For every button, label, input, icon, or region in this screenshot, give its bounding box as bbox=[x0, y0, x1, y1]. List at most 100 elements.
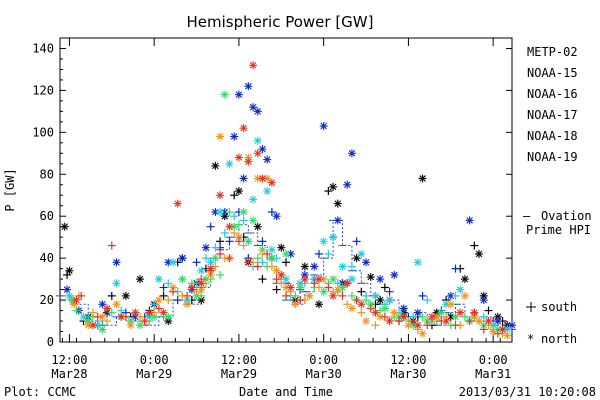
north-point bbox=[493, 317, 502, 326]
north-point bbox=[159, 308, 168, 317]
legend-item: NOAA-16 bbox=[527, 87, 578, 101]
south-point bbox=[380, 312, 389, 321]
x-tick-label-date: Mar29 bbox=[221, 367, 257, 381]
north-point bbox=[329, 182, 338, 191]
south-point bbox=[347, 262, 356, 271]
north-point bbox=[333, 285, 342, 294]
north-point bbox=[169, 258, 177, 267]
north-point bbox=[475, 249, 484, 258]
south-point bbox=[230, 191, 239, 200]
north-point bbox=[418, 174, 427, 183]
plot-frame bbox=[59, 37, 513, 343]
north-point bbox=[197, 279, 206, 288]
south-point bbox=[423, 321, 432, 330]
north-point bbox=[329, 275, 338, 284]
south-point bbox=[216, 249, 225, 258]
x-tick-label-time: 12:00 bbox=[221, 353, 257, 367]
north-point bbox=[357, 300, 366, 309]
south-point bbox=[371, 321, 380, 330]
north-point bbox=[267, 178, 276, 187]
south-point bbox=[192, 258, 201, 267]
south-point bbox=[230, 212, 239, 221]
south-point bbox=[258, 258, 267, 267]
north-point bbox=[154, 275, 163, 284]
north-point bbox=[333, 199, 342, 208]
north-point bbox=[319, 287, 328, 296]
north-point bbox=[286, 283, 295, 292]
south-point bbox=[366, 304, 375, 313]
legend-item: NOAA-18 bbox=[527, 129, 578, 143]
south-point bbox=[88, 308, 97, 317]
south-point bbox=[282, 291, 290, 300]
north-point bbox=[343, 279, 352, 288]
north-point bbox=[427, 312, 436, 321]
south-point bbox=[154, 304, 163, 313]
south-point bbox=[409, 317, 418, 326]
north-point bbox=[456, 308, 465, 317]
south-point bbox=[225, 254, 234, 263]
marker-legend-north-label: north bbox=[541, 332, 577, 346]
north-point bbox=[267, 254, 276, 263]
x-tick-label-date: Mar29 bbox=[136, 367, 172, 381]
south-point bbox=[63, 270, 72, 279]
y-axis-label: P [GW] bbox=[3, 168, 17, 211]
north-point bbox=[178, 275, 187, 284]
north-point bbox=[253, 222, 262, 231]
south-point bbox=[395, 317, 403, 326]
south-point bbox=[107, 241, 116, 250]
north-point bbox=[465, 216, 474, 225]
north-point bbox=[314, 300, 323, 309]
y-axis-ticks: 0 20 40 60 80 100 120 140 bbox=[32, 41, 512, 349]
north-point bbox=[343, 180, 352, 189]
south-point bbox=[140, 317, 149, 326]
north-point bbox=[65, 266, 74, 275]
north-point bbox=[258, 174, 267, 183]
south-point bbox=[451, 321, 460, 330]
north-point bbox=[366, 273, 375, 282]
north-point bbox=[277, 243, 286, 252]
south-point bbox=[267, 262, 276, 271]
chart-title: Hemispheric Power [GW] bbox=[187, 13, 374, 31]
south-point bbox=[263, 249, 272, 258]
x-tick-label-date: Mar31 bbox=[475, 367, 511, 381]
south-point bbox=[211, 243, 220, 252]
south-point bbox=[451, 264, 460, 273]
north-point bbox=[216, 132, 225, 141]
south-point bbox=[93, 312, 102, 321]
north-point bbox=[234, 187, 243, 196]
north-point bbox=[385, 296, 394, 305]
north-point bbox=[442, 317, 451, 326]
north-point bbox=[291, 300, 300, 309]
south-point bbox=[493, 329, 502, 338]
north-point bbox=[362, 317, 371, 326]
north-point bbox=[314, 275, 323, 284]
south-point bbox=[362, 296, 371, 305]
south-point bbox=[272, 285, 281, 294]
north-point bbox=[230, 132, 239, 141]
north-point bbox=[371, 291, 380, 300]
north-point bbox=[399, 304, 408, 313]
north-point bbox=[296, 283, 305, 292]
ovation-legend-label-1: Ovation bbox=[541, 209, 592, 223]
north-point bbox=[310, 262, 319, 271]
south-point bbox=[103, 317, 112, 326]
north-point bbox=[399, 312, 408, 321]
south-point bbox=[272, 275, 281, 284]
south-point bbox=[220, 228, 229, 237]
x-tick-label-time: 0:00 bbox=[140, 353, 169, 367]
north-point bbox=[460, 291, 469, 300]
north-point bbox=[220, 90, 229, 99]
north-point bbox=[145, 308, 154, 317]
y-tick-label: 0 bbox=[47, 335, 54, 349]
north-point bbox=[475, 317, 484, 326]
north-point bbox=[244, 157, 253, 166]
south-point bbox=[72, 306, 81, 315]
y-tick-label: 80 bbox=[40, 167, 54, 181]
south-point bbox=[310, 279, 319, 288]
north-point bbox=[63, 285, 72, 294]
north-point bbox=[380, 304, 389, 313]
north-point bbox=[413, 308, 422, 317]
north-point bbox=[225, 222, 234, 231]
north-point bbox=[211, 161, 220, 170]
marker-legend-north: * north bbox=[527, 332, 577, 346]
